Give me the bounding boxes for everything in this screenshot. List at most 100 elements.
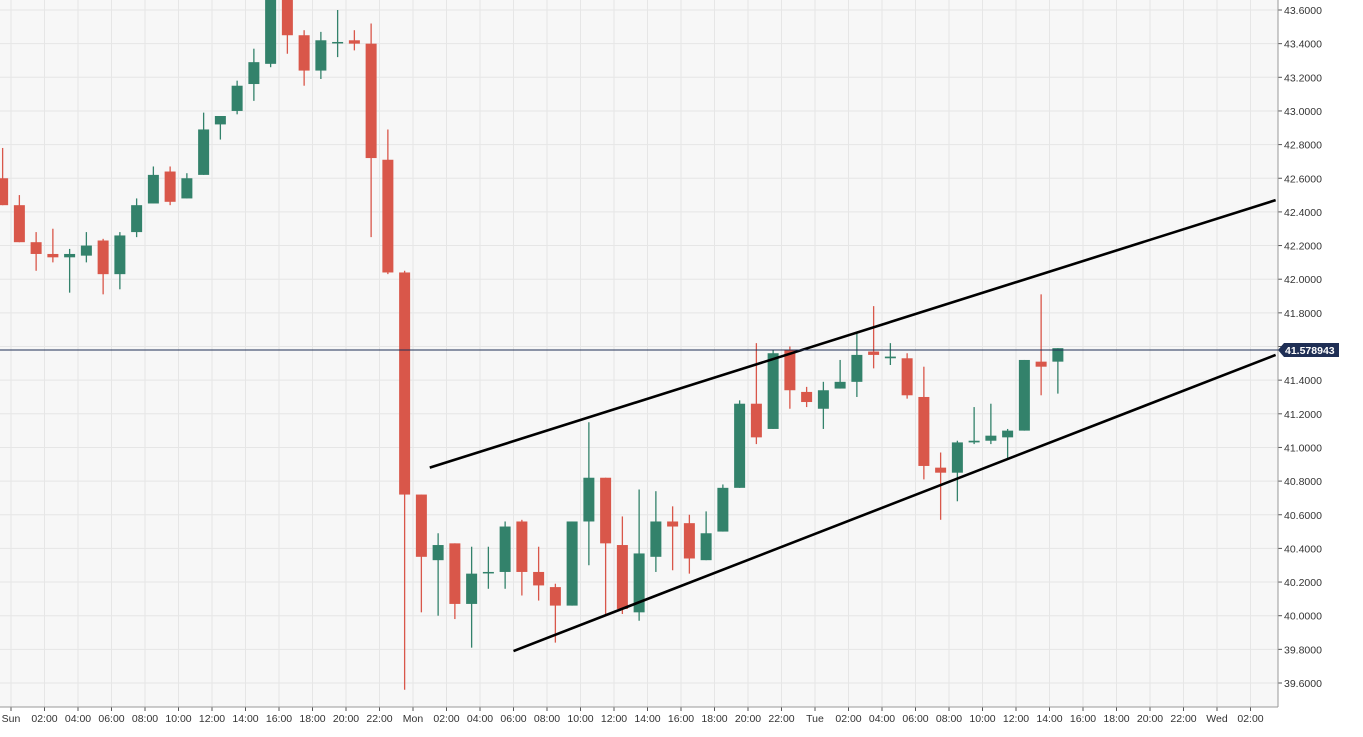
x-tick-label: 04:00 [869, 713, 895, 725]
x-tick-label: 14:00 [1036, 713, 1062, 725]
candle-body [315, 40, 327, 71]
candle [64, 248, 76, 293]
lower-channel-line [513, 353, 1277, 653]
candle-body [1052, 348, 1064, 362]
candle-body [449, 543, 461, 604]
candle [248, 48, 260, 101]
x-tick-label: 02:00 [1237, 713, 1263, 725]
candle [231, 80, 243, 115]
candle-body [30, 242, 42, 254]
candle [767, 349, 779, 429]
candle [616, 516, 628, 615]
candle [784, 346, 796, 409]
candle-body [382, 159, 394, 273]
x-tick-label: 16:00 [668, 713, 694, 725]
y-tick-label: 42.2000 [1284, 241, 1322, 253]
y-tick-label: 42.0000 [1284, 274, 1322, 286]
candle-body [516, 521, 528, 572]
x-tick-label: 08:00 [936, 713, 962, 725]
current-price-marker: 41.578943 [0, 343, 1339, 358]
x-tick-label: 22:00 [768, 713, 794, 725]
candle [901, 353, 913, 399]
candle-body [399, 272, 411, 495]
x-tick-label: 10:00 [165, 713, 191, 725]
candle-body [951, 442, 963, 473]
x-tick-label: 06:00 [98, 713, 124, 725]
x-tick-label: 08:00 [132, 713, 158, 725]
candle [683, 514, 695, 574]
candle-body [1002, 430, 1014, 438]
candle-body [365, 43, 377, 159]
x-tick-label: 18:00 [701, 713, 727, 725]
candle [985, 403, 997, 445]
candle [549, 583, 561, 643]
candle [114, 232, 126, 290]
candle [667, 506, 679, 571]
candle [516, 519, 528, 596]
candle-body [97, 240, 109, 275]
x-tick-label: Sun [2, 713, 21, 725]
candle-body [164, 171, 176, 202]
candle [717, 484, 729, 532]
candle-body [935, 467, 947, 473]
candle [13, 195, 25, 243]
candle-body [80, 245, 92, 256]
candle-body [1018, 359, 1030, 431]
candle [147, 166, 159, 204]
candle [466, 546, 478, 648]
y-tick-label: 40.0000 [1284, 611, 1322, 623]
x-tick-label: 12:00 [1003, 713, 1029, 725]
candle [80, 232, 92, 263]
candle [30, 232, 42, 271]
x-tick-label: 12:00 [601, 713, 627, 725]
x-tick-label: Tue [806, 713, 824, 725]
y-tick-label: 43.6000 [1284, 5, 1322, 17]
y-tick-label: 43.2000 [1284, 72, 1322, 84]
y-tick-label: 41.8000 [1284, 308, 1322, 320]
candle-body [432, 545, 444, 561]
candle [750, 343, 762, 445]
candle [918, 366, 930, 480]
x-tick-label: 02:00 [835, 713, 861, 725]
x-tick-label: 18:00 [299, 713, 325, 725]
candle-body [650, 521, 662, 557]
candle-body [181, 178, 193, 199]
y-tick-label: 42.6000 [1284, 173, 1322, 185]
candle [265, 0, 277, 68]
candle [1052, 348, 1064, 394]
candle [382, 129, 394, 275]
candle-body [13, 205, 25, 243]
candle [482, 546, 494, 589]
candle [181, 173, 193, 199]
x-tick-label: 06:00 [500, 713, 526, 725]
x-tick-label: 02:00 [433, 713, 459, 725]
candle [600, 477, 612, 616]
x-tick-label: 12:00 [199, 713, 225, 725]
candle-body [114, 235, 126, 275]
x-tick-label: 18:00 [1103, 713, 1129, 725]
x-tick-label: 20:00 [735, 713, 761, 725]
candle-body [700, 533, 712, 561]
y-tick-label: 40.2000 [1284, 577, 1322, 589]
candle-body [466, 573, 478, 604]
x-tick-label: 02:00 [31, 713, 57, 725]
candle [851, 333, 863, 397]
y-tick-label: 41.0000 [1284, 442, 1322, 454]
candle [399, 270, 411, 690]
candle-body [583, 477, 595, 522]
candle-body [834, 381, 846, 389]
candle-body [767, 353, 779, 429]
y-tick-label: 43.4000 [1284, 39, 1322, 51]
y-tick-label: 42.4000 [1284, 207, 1322, 219]
y-tick-label: 40.8000 [1284, 476, 1322, 488]
x-tick-label: 20:00 [1137, 713, 1163, 725]
y-tick-label: 41.4000 [1284, 375, 1322, 387]
candle [164, 166, 176, 206]
candle-body [47, 253, 59, 258]
candle-body [332, 41, 344, 44]
y-tick-label: 41.2000 [1284, 409, 1322, 421]
x-tick-label: 22:00 [366, 713, 392, 725]
candle-body [600, 477, 612, 544]
x-tick-label: 06:00 [902, 713, 928, 725]
